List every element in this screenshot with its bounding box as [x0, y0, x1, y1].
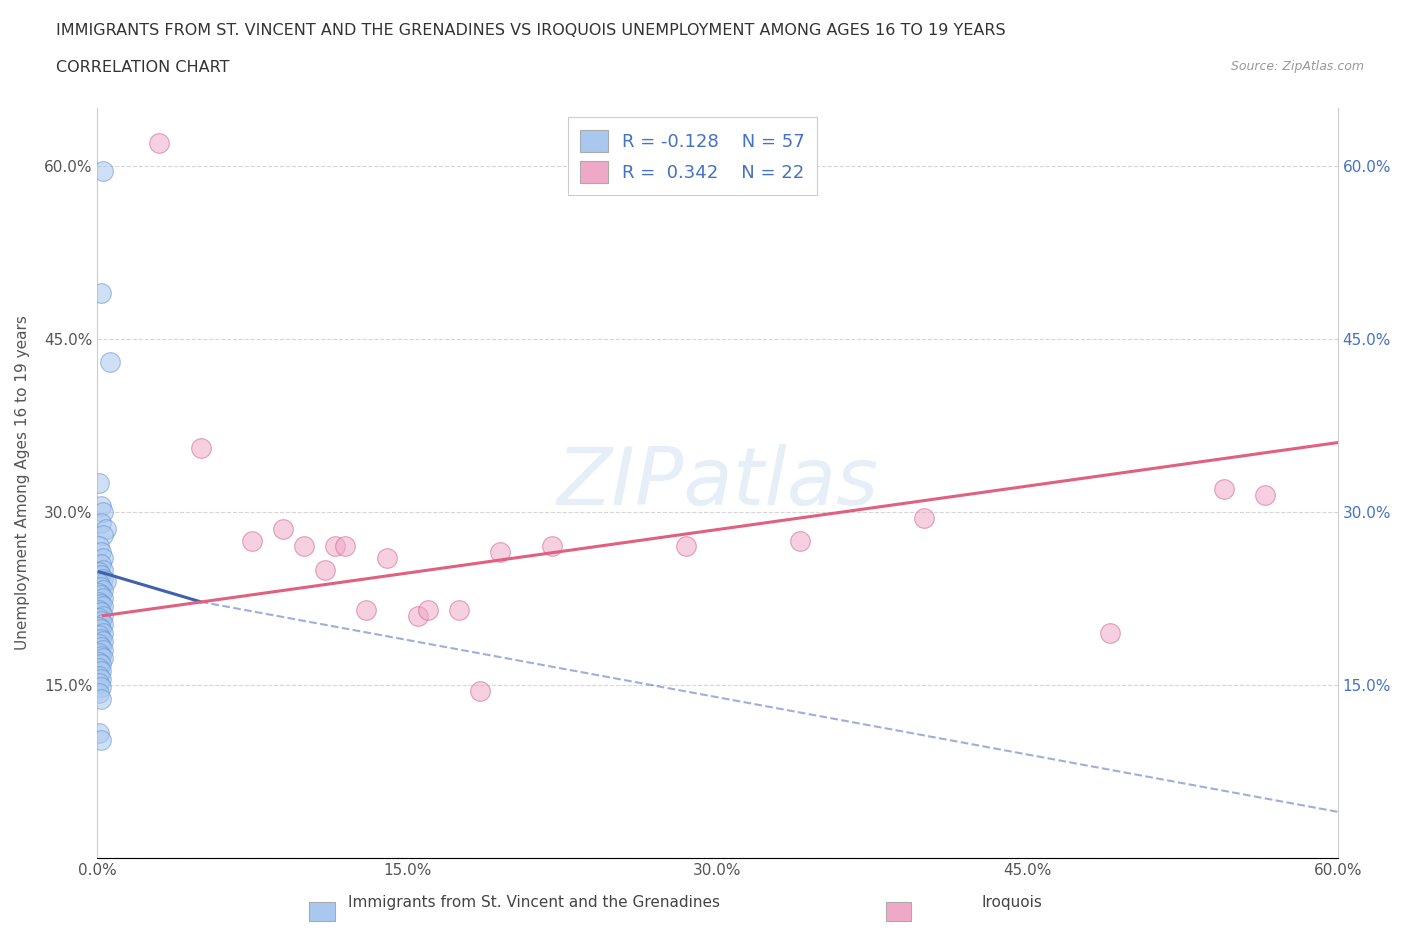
Point — [89, 645, 111, 660]
Point — [90, 622, 112, 637]
Point — [90, 648, 112, 663]
Point — [90, 556, 112, 571]
Point — [190, 441, 212, 456]
Point — [93, 164, 115, 179]
Point — [323, 539, 346, 554]
Point — [90, 631, 112, 646]
Point — [90, 597, 112, 612]
Point — [89, 585, 111, 600]
Point — [90, 691, 112, 706]
Point — [90, 545, 112, 560]
Point — [89, 565, 111, 579]
Point — [90, 286, 112, 300]
Point — [89, 726, 111, 741]
Text: ZIPatlas: ZIPatlas — [557, 444, 879, 522]
Point — [335, 539, 357, 554]
Point — [93, 504, 115, 519]
Point — [93, 633, 115, 648]
Point — [271, 522, 294, 537]
Point — [94, 522, 117, 537]
Point — [89, 675, 111, 690]
Point — [90, 588, 112, 603]
Point — [90, 498, 112, 513]
Point — [89, 628, 111, 643]
Point — [93, 651, 115, 666]
Point — [1254, 487, 1277, 502]
Point — [789, 533, 811, 548]
Point — [90, 568, 112, 583]
Point — [375, 551, 398, 565]
Point — [912, 511, 935, 525]
Point — [489, 545, 512, 560]
Point — [89, 637, 111, 652]
Point — [93, 626, 115, 641]
Point — [94, 574, 117, 589]
Point — [90, 680, 112, 695]
Point — [314, 562, 336, 577]
Point — [541, 539, 564, 554]
Point — [93, 608, 115, 623]
Point — [89, 610, 111, 625]
Y-axis label: Unemployment Among Ages 16 to 19 years: Unemployment Among Ages 16 to 19 years — [15, 315, 30, 650]
Point — [292, 539, 315, 554]
Point — [98, 354, 121, 369]
Point — [89, 685, 111, 700]
Point — [89, 619, 111, 634]
Point — [89, 576, 111, 591]
Point — [89, 669, 111, 684]
Text: Source: ZipAtlas.com: Source: ZipAtlas.com — [1230, 60, 1364, 73]
Point — [447, 603, 470, 618]
Point — [89, 603, 111, 618]
Legend: R = -0.128    N = 57, R =  0.342    N = 22: R = -0.128 N = 57, R = 0.342 N = 22 — [568, 117, 817, 195]
Point — [93, 527, 115, 542]
Point — [90, 639, 112, 654]
Point — [1213, 482, 1236, 497]
Point — [90, 614, 112, 629]
Point — [90, 516, 112, 531]
Point — [93, 599, 115, 614]
Point — [90, 579, 112, 594]
Point — [90, 733, 112, 748]
Point — [675, 539, 697, 554]
Point — [90, 657, 112, 671]
Text: CORRELATION CHART: CORRELATION CHART — [56, 60, 229, 75]
Point — [354, 603, 377, 618]
Text: IMMIGRANTS FROM ST. VINCENT AND THE GRENADINES VS IROQUOIS UNEMPLOYMENT AMONG AG: IMMIGRANTS FROM ST. VINCENT AND THE GREN… — [56, 23, 1005, 38]
Point — [89, 475, 111, 490]
Point — [93, 617, 115, 631]
Point — [468, 684, 491, 698]
Point — [89, 655, 111, 670]
Point — [406, 608, 429, 623]
Point — [90, 671, 112, 686]
Point — [240, 533, 263, 548]
Point — [90, 664, 112, 679]
Point — [89, 594, 111, 609]
Point — [90, 604, 112, 619]
Point — [93, 591, 115, 605]
Text: Immigrants from St. Vincent and the Grenadines: Immigrants from St. Vincent and the Gren… — [349, 895, 720, 910]
Point — [89, 660, 111, 675]
Point — [93, 551, 115, 565]
Point — [93, 583, 115, 598]
Point — [93, 571, 115, 586]
Point — [89, 539, 111, 554]
Point — [1099, 626, 1122, 641]
Point — [416, 603, 439, 618]
Point — [93, 643, 115, 658]
Point — [148, 135, 170, 150]
Text: Iroquois: Iroquois — [981, 895, 1043, 910]
Point — [93, 562, 115, 577]
